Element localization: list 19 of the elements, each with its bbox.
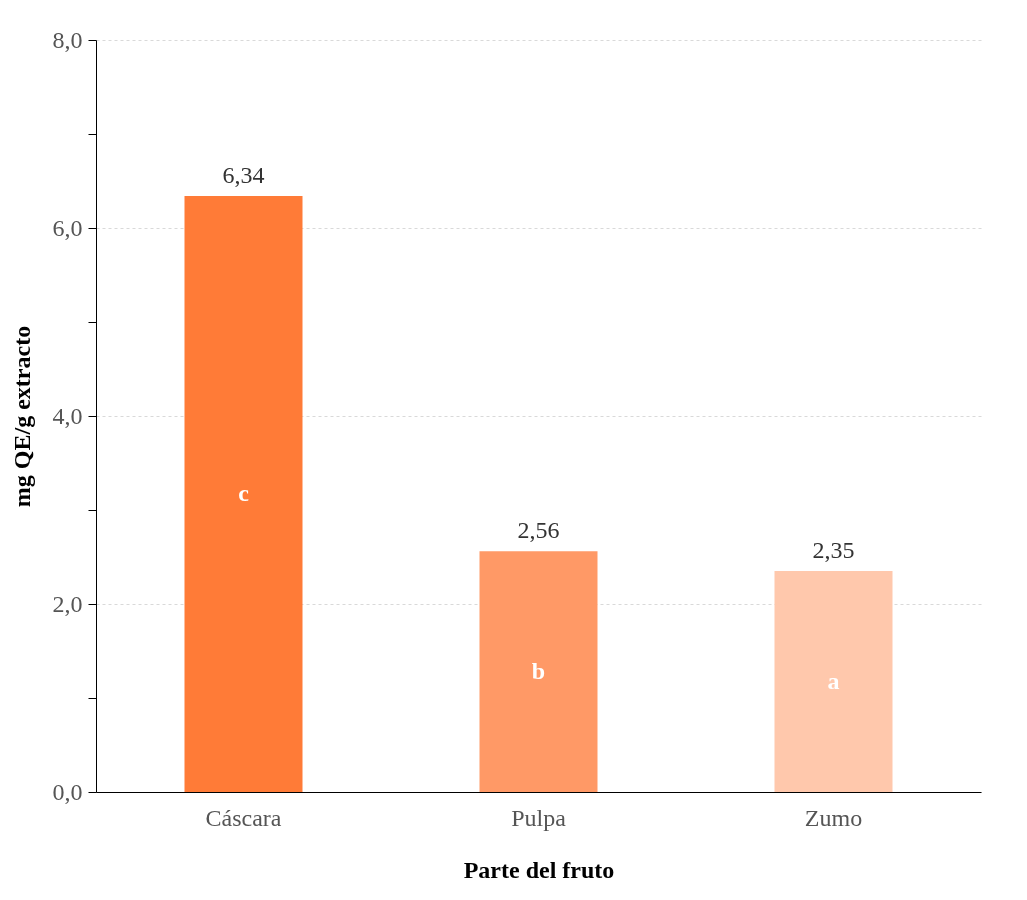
y-tick-label: 6,0 xyxy=(52,214,83,241)
bar xyxy=(184,196,303,792)
annotation: a xyxy=(827,667,840,694)
y-axis-title: mg QE/g extracto xyxy=(8,325,35,508)
data-label: 2,56 xyxy=(517,517,560,544)
data-label: 6,34 xyxy=(222,162,265,189)
y-tick-label: 8,0 xyxy=(52,26,83,53)
y-tick-label: 4,0 xyxy=(52,402,83,429)
x-tick-label: Cáscara xyxy=(205,804,282,831)
x-axis-title: Parte del fruto xyxy=(463,856,615,883)
annotation: c xyxy=(238,480,250,507)
y-tick-label: 2,0 xyxy=(52,590,83,617)
x-tick-label: Pulpa xyxy=(511,804,567,831)
bar xyxy=(774,571,893,792)
annotation: b xyxy=(531,657,546,684)
x-tick-label: Zumo xyxy=(804,804,863,831)
data-label: 2,35 xyxy=(812,537,855,564)
bar xyxy=(479,551,598,792)
y-tick-label: 0,0 xyxy=(52,778,83,805)
